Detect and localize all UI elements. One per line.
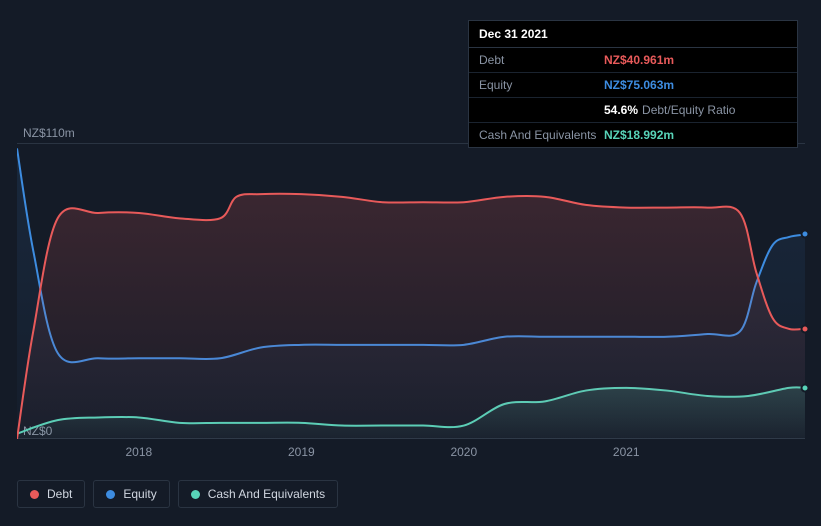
legend-label: Equity — [123, 487, 156, 501]
tooltip-row: DebtNZ$40.961m — [469, 48, 797, 73]
y-axis-max-label: NZ$110m — [23, 126, 75, 140]
legend-item[interactable]: Cash And Equivalents — [178, 480, 338, 508]
tooltip-row: Cash And EquivalentsNZ$18.992m — [469, 123, 797, 147]
legend-item[interactable]: Debt — [17, 480, 85, 508]
legend-label: Cash And Equivalents — [208, 487, 325, 501]
tooltip-date: Dec 31 2021 — [469, 21, 797, 48]
x-axis-tick: 2019 — [288, 445, 315, 459]
x-axis-tick: 2018 — [125, 445, 152, 459]
tooltip-row-value: NZ$18.992m — [604, 128, 674, 142]
series-end-marker — [801, 230, 810, 239]
tooltip-row-label — [479, 103, 604, 117]
tooltip-row: EquityNZ$75.063m — [469, 73, 797, 98]
tooltip-row-label: Equity — [479, 78, 604, 92]
tooltip-row-value: 54.6%Debt/Equity Ratio — [604, 103, 735, 117]
legend-swatch — [106, 490, 115, 499]
legend-label: Debt — [47, 487, 72, 501]
tooltip-row-value: NZ$40.961m — [604, 53, 674, 67]
x-axis-tick: 2021 — [613, 445, 640, 459]
tooltip-row-label: Debt — [479, 53, 604, 67]
chart-tooltip: Dec 31 2021 DebtNZ$40.961mEquityNZ$75.06… — [468, 20, 798, 148]
series-end-marker — [801, 324, 810, 333]
tooltip-row: 54.6%Debt/Equity Ratio — [469, 98, 797, 123]
area-chart-svg — [17, 143, 805, 439]
tooltip-row-label: Cash And Equivalents — [479, 128, 604, 142]
legend-item[interactable]: Equity — [93, 480, 169, 508]
tooltip-row-extra: Debt/Equity Ratio — [642, 103, 735, 117]
chart-legend: Debt Equity Cash And Equivalents — [17, 480, 338, 508]
series-end-marker — [801, 383, 810, 392]
x-axis-tick: 2020 — [450, 445, 477, 459]
legend-swatch — [191, 490, 200, 499]
legend-swatch — [30, 490, 39, 499]
series-area-debt — [17, 194, 805, 439]
tooltip-row-value: NZ$75.063m — [604, 78, 674, 92]
x-axis: 2018 2019 2020 2021 — [17, 445, 805, 465]
